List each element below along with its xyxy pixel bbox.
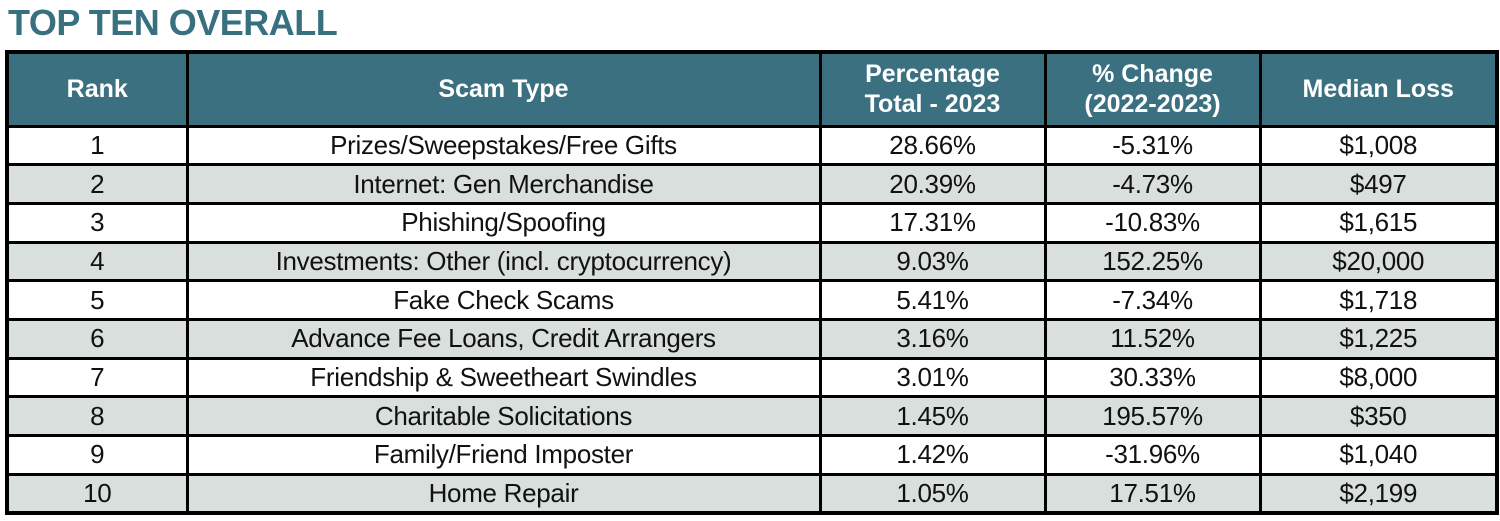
cell-median-loss: $2,199 [1258,472,1499,515]
table-row: 4 Investments: Other (incl. cryptocurren… [5,240,1499,283]
cell-median-loss: $1,615 [1258,201,1499,244]
cell-scam-type: Investments: Other (incl. cryptocurrency… [185,240,822,283]
cell-median-loss: $350 [1258,395,1499,437]
table-row: 10 Home Repair 1.05% 17.51% $2,199 [5,472,1499,515]
column-header-percent-change: % Change (2022-2023) [1043,50,1262,128]
cell-rank: 4 [5,240,189,283]
column-header-median-loss-label: Median Loss [1302,75,1454,103]
cell-rank: 1 [5,124,189,167]
cell-median-loss: $1,040 [1258,434,1499,476]
cell-percentage-total: 3.16% [818,317,1047,360]
column-header-percentage-total: Percentage Total - 2023 [818,50,1047,128]
cell-rank: 8 [5,395,189,437]
top-ten-scams-table: Rank Scam Type Percentage Total - 2023 %… [5,50,1499,515]
column-header-scam-type-label: Scam Type [438,75,569,103]
cell-median-loss: $20,000 [1258,240,1499,283]
column-header-scam-type: Scam Type [185,50,822,128]
table-row: 1 Prizes/Sweepstakes/Free Gifts 28.66% -… [5,124,1499,167]
cell-percentage-total: 1.45% [818,395,1047,437]
column-header-change-line1: % Change [1092,59,1213,88]
column-header-median-loss: Median Loss [1258,50,1499,128]
table-row: 7 Friendship & Sweetheart Swindles 3.01%… [5,356,1499,399]
cell-median-loss: $1,008 [1258,124,1499,167]
table-row: 2 Internet: Gen Merchandise 20.39% -4.73… [5,163,1499,205]
cell-percentage-total: 17.31% [818,201,1047,244]
cell-percent-change: 11.52% [1043,317,1262,360]
cell-scam-type: Friendship & Sweetheart Swindles [185,356,822,399]
cell-percentage-total: 5.41% [818,279,1047,321]
cell-rank: 3 [5,201,189,244]
column-header-change-line2: (2022-2023) [1084,90,1221,119]
cell-percent-change: 152.25% [1043,240,1262,283]
cell-rank: 5 [5,279,189,321]
cell-percent-change: -10.83% [1043,201,1262,244]
cell-scam-type: Prizes/Sweepstakes/Free Gifts [185,124,822,167]
cell-scam-type: Phishing/Spoofing [185,201,822,244]
cell-rank: 9 [5,434,189,476]
cell-median-loss: $1,718 [1258,279,1499,321]
table-row: 5 Fake Check Scams 5.41% -7.34% $1,718 [5,279,1499,321]
cell-percentage-total: 1.05% [818,472,1047,515]
column-header-percentage-line2: Total - 2023 [864,90,1001,119]
table-header-row: Rank Scam Type Percentage Total - 2023 %… [5,50,1499,128]
cell-percentage-total: 1.42% [818,434,1047,476]
cell-percent-change: -7.34% [1043,279,1262,321]
cell-scam-type: Internet: Gen Merchandise [185,163,822,205]
cell-scam-type: Charitable Solicitations [185,395,822,437]
cell-percentage-total: 9.03% [818,240,1047,283]
cell-scam-type: Family/Friend Imposter [185,434,822,476]
page-title: TOP TEN OVERALL [8,2,338,43]
table-row: 9 Family/Friend Imposter 1.42% -31.96% $… [5,434,1499,476]
cell-percentage-total: 3.01% [818,356,1047,399]
table-row: 8 Charitable Solicitations 1.45% 195.57%… [5,395,1499,437]
column-header-rank: Rank [5,50,189,128]
column-header-percentage-line1: Percentage [865,59,1000,88]
cell-percent-change: -5.31% [1043,124,1262,167]
cell-percent-change: 195.57% [1043,395,1262,437]
cell-median-loss: $497 [1258,163,1499,205]
cell-percent-change: -31.96% [1043,434,1262,476]
cell-percentage-total: 28.66% [818,124,1047,167]
cell-percent-change: 17.51% [1043,472,1262,515]
cell-scam-type: Fake Check Scams [185,279,822,321]
cell-percent-change: 30.33% [1043,356,1262,399]
cell-median-loss: $1,225 [1258,317,1499,360]
table-row: 6 Advance Fee Loans, Credit Arrangers 3.… [5,317,1499,360]
cell-scam-type: Advance Fee Loans, Credit Arrangers [185,317,822,360]
cell-percent-change: -4.73% [1043,163,1262,205]
cell-rank: 6 [5,317,189,360]
cell-percentage-total: 20.39% [818,163,1047,205]
cell-rank: 7 [5,356,189,399]
cell-scam-type: Home Repair [185,472,822,515]
cell-rank: 10 [5,472,189,515]
cell-rank: 2 [5,163,189,205]
table-row: 3 Phishing/Spoofing 17.31% -10.83% $1,61… [5,201,1499,244]
column-header-rank-label: Rank [66,75,128,103]
cell-median-loss: $8,000 [1258,356,1499,399]
